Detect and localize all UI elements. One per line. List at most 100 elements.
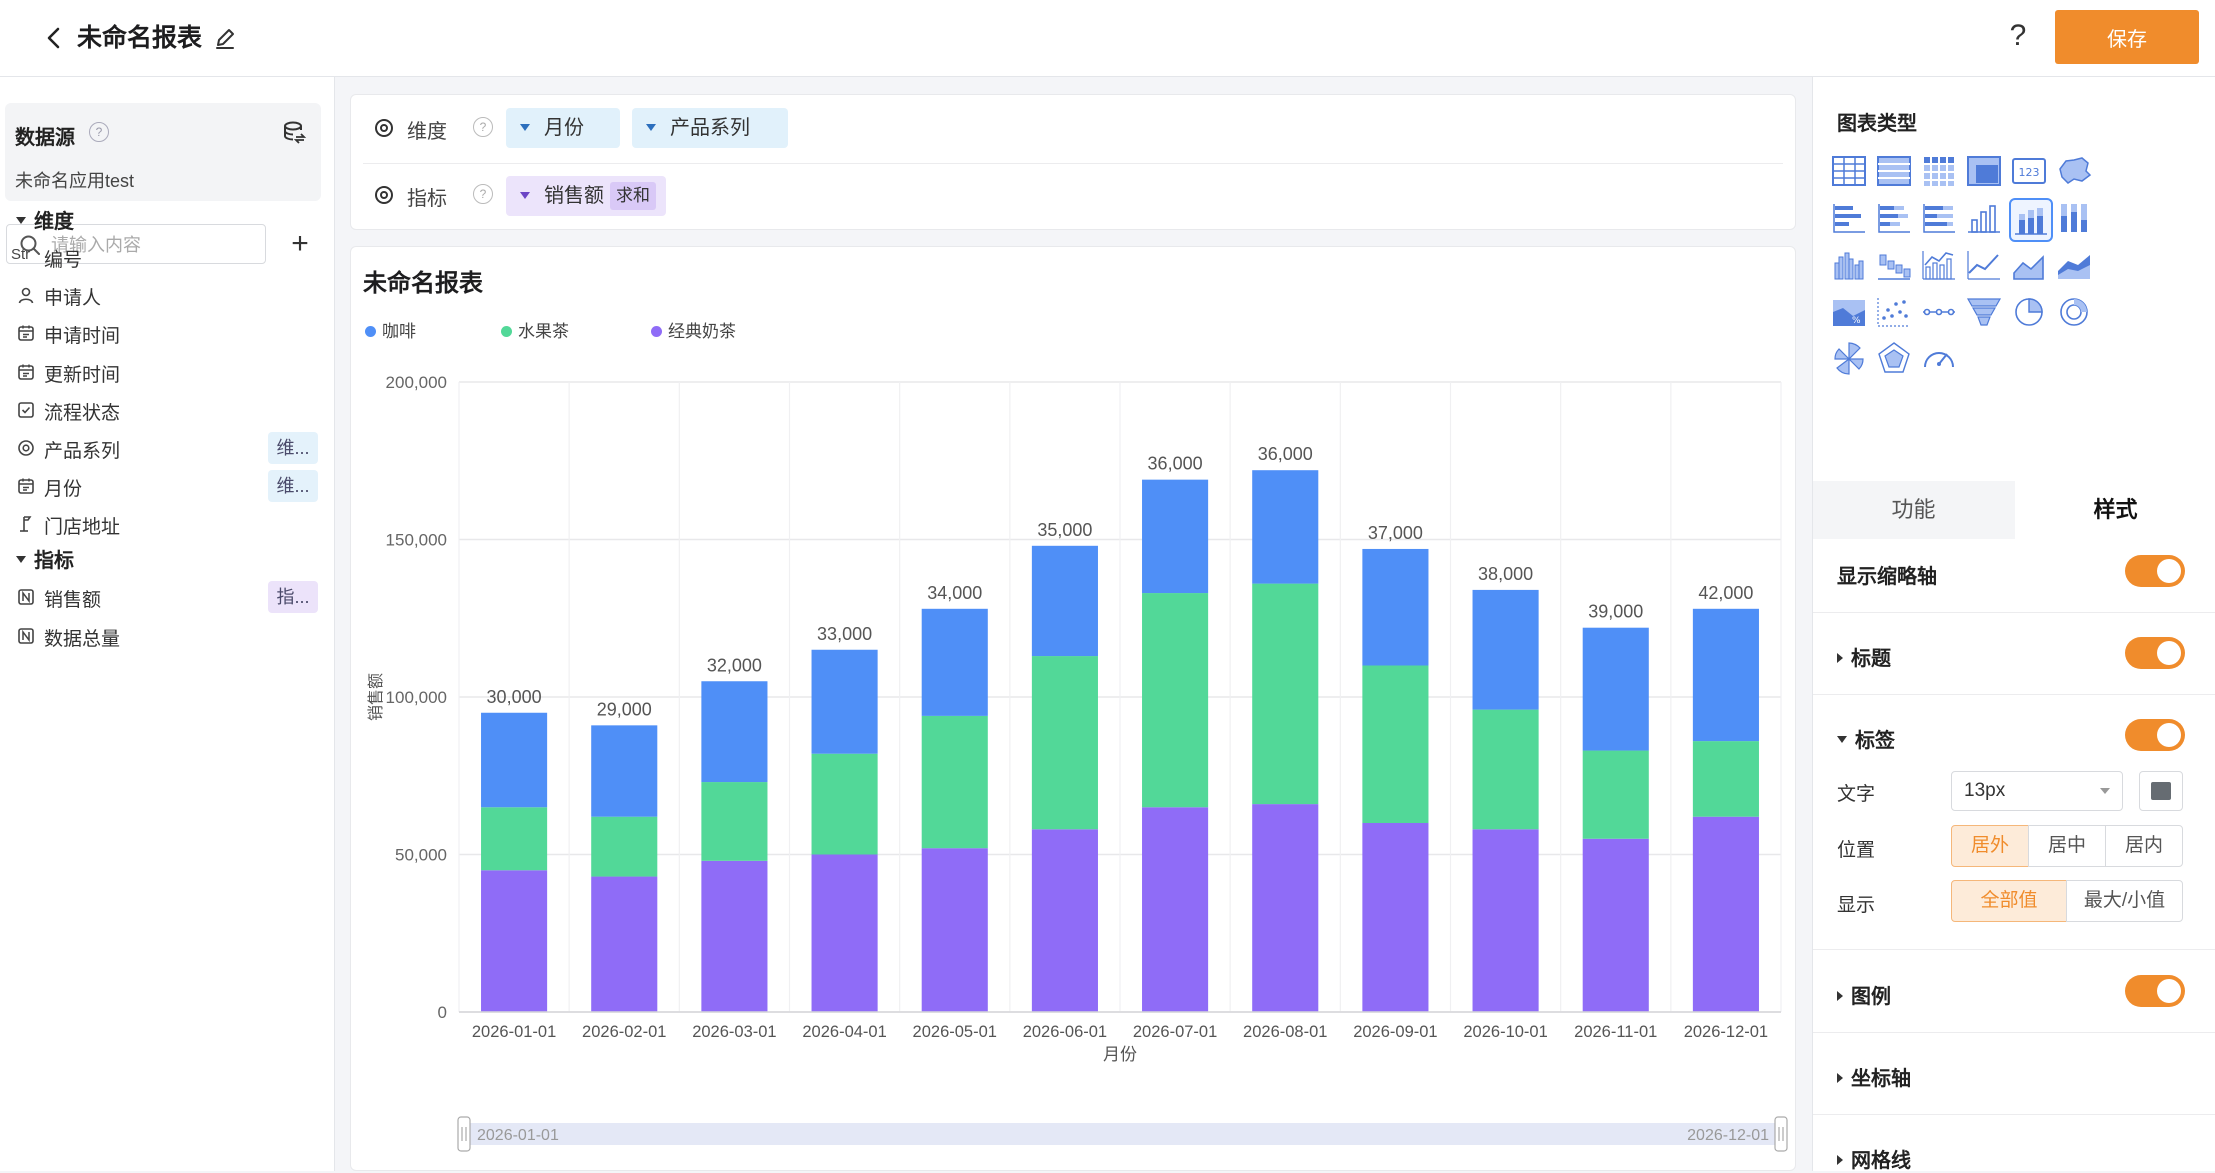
bar-chart-icon[interactable] [1829,198,1873,242]
search-icon [19,234,41,256]
zoom-slider-track [463,1123,1781,1145]
caret-down-icon [646,124,656,131]
legend-section-header[interactable]: 图例 [1837,980,1891,1009]
area-chart-icon[interactable] [2009,245,2053,289]
legend-item-milk-tea[interactable]: 经典奶茶 [651,317,736,342]
stacked-bar-icon[interactable] [1874,198,1918,242]
rose-chart-icon[interactable] [1829,339,1873,383]
zoom-handle-end[interactable] [1774,1116,1788,1152]
pivot-table-icon[interactable] [1919,151,1963,195]
grouped-column-icon[interactable] [1829,245,1873,289]
field-item[interactable]: 流程状态 [0,390,334,430]
position-center-option[interactable]: 居中 [2028,825,2106,867]
percent-column-icon[interactable] [2054,198,2098,242]
field-item[interactable]: 销售额 指... [0,577,334,617]
datasource-help-icon[interactable]: ? [89,122,109,142]
label-toggle[interactable] [2125,719,2185,751]
measure-pill-sales[interactable]: 销售额 求和 [506,176,666,216]
database-switch-icon[interactable] [281,119,307,145]
y-tick-label: 200,000 [386,373,447,392]
label-section-label: 标签 [1855,730,1895,752]
gridline-section-header[interactable]: 网格线 [1837,1144,1911,1173]
percent-bar-icon[interactable] [1919,198,1963,242]
pie-chart-icon[interactable] [2009,292,2053,336]
location-icon [16,514,36,534]
bar-segment [1582,750,1649,839]
indicator-card-icon[interactable]: 123 [2009,151,2053,195]
tab-style[interactable]: 样式 [2015,481,2215,539]
data-label: 35,000 [1037,520,1092,540]
legend-label: 水果茶 [518,322,569,341]
back-icon[interactable] [34,18,74,58]
detail-table-icon[interactable] [1874,151,1918,195]
y-tick-label: 150,000 [386,531,447,550]
zoom-axis-toggle[interactable] [2125,555,2185,587]
legend-item-coffee[interactable]: 咖啡 [365,317,416,342]
title-toggle[interactable] [2125,637,2185,669]
bar-segment [1252,470,1319,584]
field-item[interactable]: 门店地址 [0,504,334,544]
dot-line-icon[interactable] [1919,292,1963,336]
donut-chart-icon[interactable] [2054,292,2098,336]
display-all-values-option[interactable]: 全部值 [1951,880,2067,922]
map-icon[interactable] [2054,151,2098,195]
y-tick-label: 100,000 [386,688,447,707]
stacked-column-icon[interactable] [2009,198,2053,242]
measure-help-icon[interactable]: ? [473,184,493,204]
position-outside-option[interactable]: 居外 [1951,825,2029,867]
dimension-pill-month[interactable]: 月份 [506,108,620,148]
field-item[interactable]: Str 编号 [0,237,334,277]
edit-pencil-icon[interactable] [210,24,240,54]
tab-function[interactable]: 功能 [1891,497,1936,522]
field-item[interactable]: 月份 维... [0,466,334,506]
legend-item-fruit-tea[interactable]: 水果茶 [501,317,569,342]
dimension-pill-product-series[interactable]: 产品系列 [632,108,788,148]
bar-segment [1031,545,1098,657]
help-icon[interactable]: ? [2009,19,2027,52]
field-search-box [6,224,266,264]
x-tick-label: 2026-12-01 [1684,1023,1768,1041]
data-label: 38,000 [1478,564,1533,584]
title-section-header[interactable]: 标题 [1837,642,1891,671]
zoom-handle-start[interactable] [457,1116,471,1152]
cross-table-icon[interactable] [1964,151,2008,195]
dimension-help-icon[interactable]: ? [473,117,493,137]
add-field-button[interactable]: + [291,227,309,260]
table-icon[interactable] [1829,151,1873,195]
bar-segment [1582,627,1649,751]
bar-segment [701,860,768,1012]
field-item[interactable]: 申请时间 [0,313,334,353]
legend-toggle[interactable] [2125,975,2185,1007]
stacked-area-icon[interactable] [2054,245,2098,289]
field-item[interactable]: 产品系列 维... [0,428,334,468]
bar-segment [811,753,878,855]
gauge-icon[interactable] [1919,339,1963,383]
x-tick-label: 2026-03-01 [692,1023,776,1041]
axis-section-header[interactable]: 坐标轴 [1837,1062,1911,1091]
label-color-picker[interactable] [2139,771,2183,811]
data-label: 32,000 [707,655,762,675]
line-chart-icon[interactable] [1964,245,2008,289]
percent-area-icon[interactable]: % [1829,292,1873,336]
user-icon [16,285,36,305]
display-min-max-option[interactable]: 最大/小值 [2066,880,2183,922]
aggregation-badge[interactable]: 求和 [610,182,656,210]
scatter-icon[interactable] [1874,292,1918,336]
field-search-input[interactable] [49,229,263,261]
label-section-header[interactable]: 标签 [1837,724,1895,753]
caret-right-icon [1837,1154,1843,1165]
font-size-select[interactable]: 13px [1951,771,2123,811]
save-button[interactable]: 保存 [2055,10,2199,64]
waterfall-icon[interactable] [1874,245,1918,289]
combo-chart-icon[interactable] [1919,245,1963,289]
dimensions-section-header[interactable]: 维度 [16,205,74,234]
position-inside-option[interactable]: 居内 [2105,825,2183,867]
field-item[interactable]: 申请人 [0,275,334,315]
x-tick-label: 2026-01-01 [472,1023,556,1041]
field-item[interactable]: 数据总量 [0,616,334,656]
radar-chart-icon[interactable] [1874,339,1918,383]
field-item[interactable]: 更新时间 [0,352,334,392]
column-chart-icon[interactable] [1964,198,2008,242]
funnel-icon[interactable] [1964,292,2008,336]
measures-section-header[interactable]: 指标 [16,544,74,573]
